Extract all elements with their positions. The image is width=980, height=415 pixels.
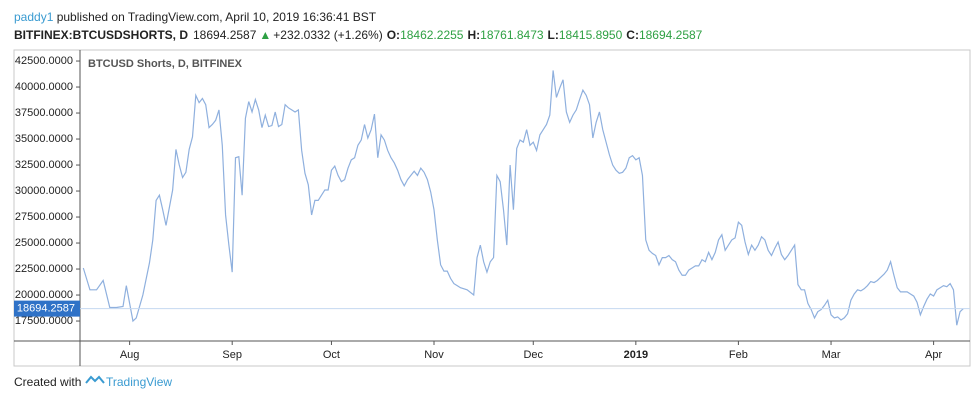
x-tick-label: 2019 bbox=[624, 349, 648, 361]
ohlc-value: 18694.2587 bbox=[639, 28, 703, 42]
ohlc-label: C: bbox=[626, 28, 639, 42]
change: +232.0332 (+1.26%) bbox=[273, 28, 382, 42]
ohlc-value: 18761.8473 bbox=[480, 28, 544, 42]
header-line-1: paddy1 published on TradingView.com, Apr… bbox=[14, 10, 377, 24]
y-tick-label: 37500.0000 bbox=[15, 107, 73, 119]
y-tick-label: 32500.0000 bbox=[15, 159, 73, 171]
ohlc-value: 18415.8950 bbox=[559, 28, 623, 42]
ohlc-label: L: bbox=[548, 28, 559, 42]
y-tick-label: 35000.0000 bbox=[15, 133, 73, 145]
y-tick-label: 25000.0000 bbox=[15, 237, 73, 249]
ohlc-value: 18462.2255 bbox=[400, 28, 464, 42]
x-tick-label: Nov bbox=[424, 349, 444, 361]
last-price-box bbox=[14, 300, 80, 317]
x-tick-label: Sep bbox=[222, 349, 242, 361]
ohlc-label: H: bbox=[467, 28, 480, 42]
y-tick-label: 40000.0000 bbox=[15, 81, 73, 93]
logo bbox=[85, 375, 105, 384]
arrow: ▲ bbox=[259, 28, 271, 42]
header-line-2: BITFINEX:BTCUSDSHORTS, D 18694.2587 ▲ +232.… bbox=[14, 28, 703, 42]
chart-title: BTCUSD Shorts, D, BITFINEX bbox=[88, 58, 243, 70]
y-tick-label: 22500.0000 bbox=[15, 263, 73, 275]
x-tick-label: Aug bbox=[120, 349, 140, 361]
footer-created: Created with bbox=[14, 375, 81, 389]
footer-brand: TradingView bbox=[106, 375, 172, 389]
ohlc-label: O: bbox=[387, 28, 400, 42]
symbol: BITFINEX:BTCUSDSHORTS, D bbox=[14, 28, 188, 42]
x-tick-label: Feb bbox=[729, 349, 748, 361]
y-tick-label: 27500.0000 bbox=[15, 211, 73, 223]
x-tick-label: Dec bbox=[523, 349, 543, 361]
chart-frame bbox=[13, 49, 971, 367]
y-tick-label: 20000.0000 bbox=[15, 289, 73, 301]
x-tick-label: Oct bbox=[323, 349, 340, 361]
price-line bbox=[82, 70, 964, 326]
last-price-label: 18694.2587 bbox=[17, 303, 75, 315]
y-tick-label: 30000.0000 bbox=[15, 185, 73, 197]
author: paddy1 bbox=[14, 10, 54, 24]
close: 18694.2587 bbox=[193, 28, 257, 42]
y-tick-label: 42500.0000 bbox=[15, 55, 73, 67]
x-tick-label: Apr bbox=[925, 349, 942, 361]
published: published on TradingView.com, April 10, … bbox=[53, 10, 376, 24]
y-tick-label: 17500.0000 bbox=[15, 315, 73, 327]
x-tick-label: Mar bbox=[822, 349, 841, 361]
